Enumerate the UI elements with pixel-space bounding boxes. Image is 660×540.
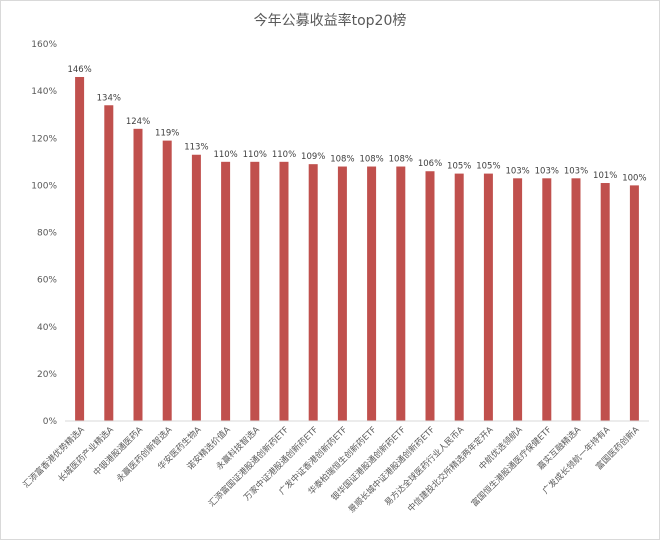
bar — [133, 128, 143, 421]
y-tick-label: 140% — [31, 87, 57, 97]
bar — [425, 171, 435, 421]
bar — [513, 178, 523, 421]
data-label: 103% — [564, 166, 588, 176]
data-label: 103% — [535, 166, 559, 176]
y-tick-label: 120% — [31, 134, 57, 144]
bar — [600, 183, 610, 421]
x-axis: 汇添富香港优势精选A长城医药产业精选A中银港股通医药A永赢医药创新智选A华安医药… — [21, 420, 649, 515]
y-tick-label: 100% — [31, 181, 57, 191]
x-category-label: 永赢医药创新智选A — [114, 424, 174, 484]
bar — [75, 76, 85, 422]
y-tick-label: 60% — [37, 276, 57, 286]
data-label: 113% — [184, 143, 208, 153]
data-label: 110% — [243, 150, 267, 160]
data-label: 119% — [155, 129, 179, 139]
x-category-label: 中银港股通医药A — [91, 424, 145, 478]
data-label: 105% — [447, 162, 471, 172]
bar — [571, 178, 581, 421]
bar — [279, 161, 289, 421]
data-label: 103% — [505, 166, 529, 176]
bar — [162, 140, 172, 421]
data-label: 101% — [593, 171, 617, 181]
bar — [250, 161, 260, 421]
data-labels-group: 146% 134% 124% 119% 113% 110% 110% 110% 109% 108%… — [67, 65, 646, 183]
bar — [396, 166, 406, 421]
y-tick-label: 0% — [43, 417, 58, 427]
data-label: 134% — [97, 93, 121, 103]
y-tick-label: 80% — [37, 229, 57, 239]
bar — [308, 164, 318, 421]
data-label: 105% — [476, 162, 500, 172]
bar — [483, 173, 493, 421]
bar — [629, 185, 639, 421]
y-tick-label: 20% — [37, 370, 57, 380]
data-label: 110% — [272, 150, 296, 160]
bars-group — [75, 76, 639, 422]
data-label: 106% — [418, 159, 442, 169]
data-label: 100% — [622, 173, 646, 183]
bar — [337, 166, 347, 421]
data-label: 146% — [67, 65, 91, 75]
bar — [104, 105, 114, 421]
bar — [454, 173, 464, 421]
data-label: 109% — [301, 152, 325, 162]
y-tick-label: 160% — [31, 40, 57, 50]
data-label: 108% — [359, 155, 383, 165]
y-tick-label: 40% — [37, 323, 57, 333]
chart-title: 今年公募收益率top20榜 — [254, 12, 407, 29]
bar — [542, 178, 552, 421]
bar — [221, 161, 231, 421]
y-axis: 0% 20% 40% 60% 80% 100% 120% 140% 160% — [31, 40, 57, 427]
data-label: 124% — [126, 117, 150, 127]
bar — [367, 166, 377, 421]
x-category-label: 长城医药产业精选A — [56, 424, 116, 484]
data-label: 110% — [213, 150, 237, 160]
bar — [191, 154, 201, 421]
data-label: 108% — [330, 155, 354, 165]
data-label: 108% — [389, 155, 413, 165]
